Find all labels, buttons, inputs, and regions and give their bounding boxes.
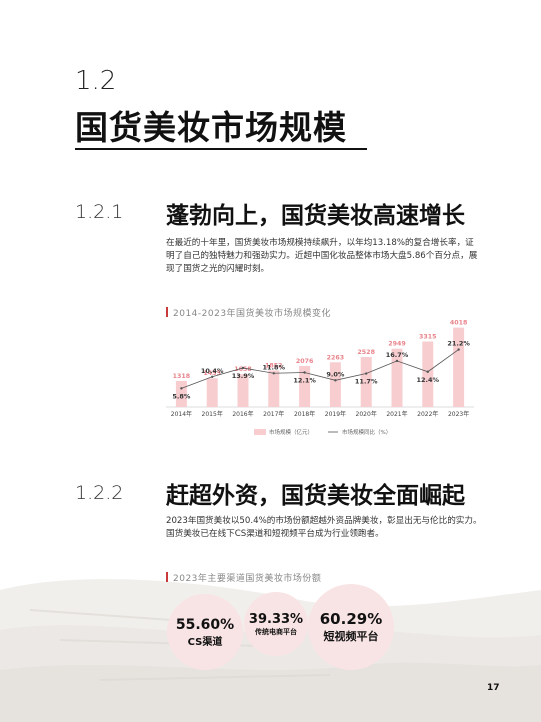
line-label: 11.8% (263, 363, 286, 371)
bar (391, 348, 403, 407)
bar-label: 2263 (327, 354, 345, 361)
stat-label: CS渠道 (187, 636, 223, 648)
line-point (272, 372, 275, 375)
market-size-chart: 1318 2014年 1455 2015年 1658 2016年 1852 2017年 2076… (166, 320, 474, 436)
x-tick-label: 2015年 (202, 410, 223, 418)
line-point (211, 375, 214, 378)
page-number: 17 (487, 683, 500, 693)
line-label: 21.2% (447, 340, 470, 348)
x-tick-label: 2020年 (356, 410, 377, 418)
bar (206, 378, 218, 407)
line-point (395, 359, 399, 363)
bar-label: 2076 (296, 358, 314, 365)
x-tick-label: 2016年 (232, 410, 253, 418)
chart-title-marker (166, 572, 168, 582)
bar (329, 362, 341, 407)
stat-label: 短视频平台 (323, 630, 379, 643)
stat-circle-short-video: 60.29% 短视频平台 (308, 584, 394, 670)
line-point (426, 370, 429, 373)
subsection-number: 1.2.1 (75, 201, 124, 223)
bar-label: 3315 (419, 333, 437, 340)
stat-value: 55.60% (175, 616, 235, 633)
bar-label: 4018 (450, 320, 468, 327)
title-underline (75, 148, 367, 150)
stat-value: 39.33% (248, 611, 304, 627)
x-tick-label: 2023年 (448, 410, 469, 418)
line-point (180, 387, 183, 390)
chart-title: 2014-2023年国货美妆市场规模变化 (166, 306, 331, 319)
x-tick-label: 2019年 (325, 410, 346, 418)
bar-label: 1658 (234, 366, 252, 373)
bar-label: 2528 (357, 349, 375, 356)
stat-label: 传统电商平台 (255, 627, 297, 636)
chart-title-marker (166, 307, 168, 317)
line-point (365, 372, 368, 375)
line-label: 9.0% (326, 370, 345, 378)
line-label: 12.1% (293, 377, 316, 385)
growth-line (181, 349, 459, 389)
stat-circle-cs: 55.60% CS渠道 (167, 594, 243, 670)
line-label: 12.4% (417, 376, 440, 384)
x-tick-label: 2017年 (263, 410, 284, 418)
bar (360, 357, 372, 407)
line-point (241, 366, 245, 370)
bar (268, 370, 280, 407)
line-point (303, 371, 306, 374)
x-tick-label: 2014年 (171, 410, 192, 418)
stat-value: 60.29% (319, 610, 383, 628)
chart-title-text: 2023年主要渠道国货美妆市场份额 (173, 574, 322, 584)
legend-swatch-bar (254, 429, 266, 435)
x-tick-label: 2021年 (386, 410, 407, 418)
bar-label: 1852 (265, 362, 283, 369)
subsection-title: 蓬勃向上，国货美妆高速增长 (166, 203, 465, 229)
subsection-title: 赶超外资，国货美妆全面崛起 (166, 483, 465, 509)
bar (422, 341, 434, 407)
line-point (457, 348, 460, 351)
bar (299, 365, 311, 407)
legend-label: 市场规模同比（%） (342, 428, 391, 436)
bar-label: 2949 (388, 341, 406, 348)
bar-label: 1318 (173, 373, 191, 380)
chart-title-text: 2014-2023年国货美妆市场规模变化 (173, 309, 332, 319)
section-number: 1.2 (75, 66, 117, 96)
line-label: 11.7% (355, 378, 378, 386)
line-label: 10.4% (201, 367, 224, 375)
legend-label: 市场规模（亿元） (269, 428, 313, 436)
line-label: 5.8% (172, 392, 191, 400)
subsection-paragraph: 2023年国货美妆以50.4%的市场份额超越外资品牌美妆，彰显出无与伦比的实力。… (166, 516, 482, 539)
subsection-paragraph: 在最近的十年里，国货美妆市场规模持续飙升，以年均13.18%的复合增长率，证明了… (166, 238, 478, 274)
bar (175, 380, 187, 407)
stat-circle-ecommerce: 39.33% 传统电商平台 (244, 592, 308, 656)
line-point (334, 379, 337, 382)
line-label: 16.7% (386, 351, 409, 359)
bar-label: 1455 (203, 370, 221, 377)
bar (237, 374, 249, 407)
x-tick-label: 2022年 (417, 410, 438, 418)
chart-title: 2023年主要渠道国货美妆市场份额 (166, 571, 321, 584)
bar (453, 327, 465, 407)
x-tick-label: 2018年 (294, 410, 315, 418)
section-title: 国货美妆市场规模 (75, 108, 347, 147)
line-label: 13.9% (232, 372, 255, 380)
subsection-number: 1.2.2 (75, 482, 124, 504)
